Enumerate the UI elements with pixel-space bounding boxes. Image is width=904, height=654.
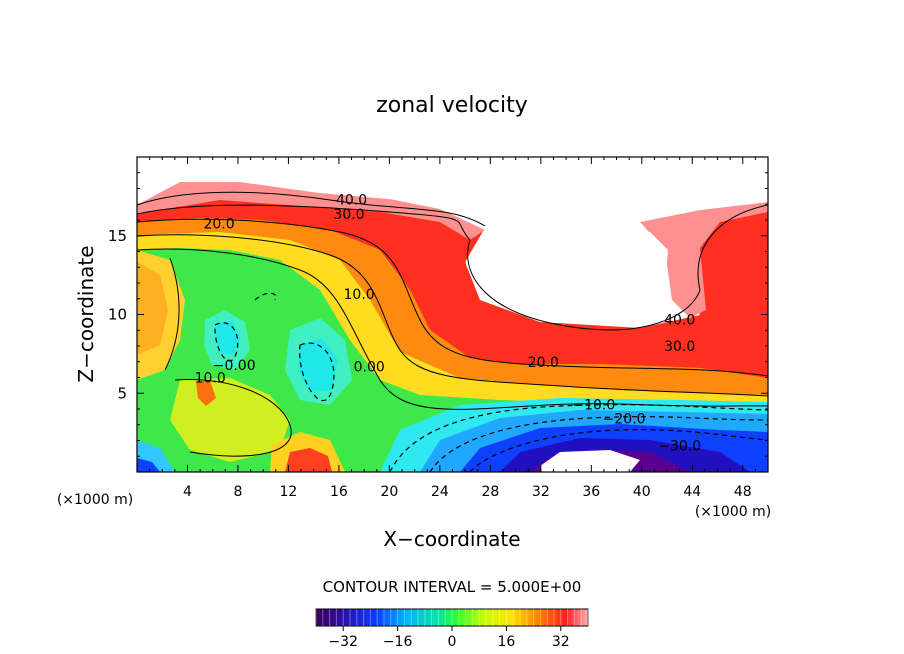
- jet-pink-edge: [137, 182, 488, 240]
- colorbar-tick-label: −16: [383, 634, 413, 650]
- contour-labels: 40.030.020.010.00.00−0.0010.040.030.020.…: [195, 193, 702, 455]
- x-tick-label: 32: [532, 484, 550, 500]
- x-tick-label: 44: [683, 484, 701, 500]
- y-tick-label: 15: [108, 227, 127, 245]
- contour-label: 20.0: [203, 216, 234, 232]
- x-tick-label: 12: [280, 484, 298, 500]
- y-axis-label: Z−coordinate: [74, 245, 98, 382]
- contour-lines-positive: [137, 191, 768, 457]
- contour-label: 10.0: [195, 371, 226, 387]
- x-tick-label: 36: [582, 484, 600, 500]
- jet-red-band: [137, 183, 768, 378]
- cyan-blob-center-core: [298, 338, 338, 392]
- chart-title: zonal velocity: [376, 93, 528, 118]
- contour-label: −20.0: [603, 412, 646, 428]
- contour-label: −30.0: [658, 438, 701, 454]
- contour-label: −0.00: [213, 358, 256, 374]
- x-tick-label: 28: [481, 484, 499, 500]
- contour-label: 40.0: [664, 312, 695, 328]
- x-tick-label: 4: [183, 484, 192, 500]
- top-white-sky: [137, 157, 768, 230]
- x-tick-label: 24: [431, 484, 449, 500]
- y-tick-label: 5: [117, 384, 127, 402]
- bottom-red-core: [285, 448, 332, 472]
- x-unit-right: (×1000 m): [695, 504, 771, 520]
- colorbar-tick-label: 0: [448, 634, 457, 650]
- x-tick-label: 16: [330, 484, 348, 500]
- x-tick-label: 48: [734, 484, 752, 500]
- bottom-white-gap: [540, 450, 640, 472]
- y-axis-ticks: 5 10 15: [108, 172, 768, 457]
- colorbar-ticks: −32 −16 0 16 32: [328, 626, 570, 650]
- colorbar-tick-label: 32: [552, 634, 570, 650]
- contour-label: −10.0: [572, 397, 615, 413]
- colorbar-tick-label: −32: [328, 634, 358, 650]
- x-axis-ticks: 4 8 12 16 20 24 28 32 36 40 44 48: [149, 157, 756, 500]
- contour-label: 10.0: [344, 287, 375, 303]
- jet-pink-edge-right: [640, 202, 768, 318]
- colorbar: −32 −16 0 16 32: [315, 608, 589, 650]
- x-tick-label: 20: [380, 484, 398, 500]
- bottom-left-blue-core: [137, 458, 160, 472]
- contour-label: 30.0: [333, 207, 364, 223]
- x-tick-label: 8: [233, 484, 242, 500]
- colorbar-stripes: [315, 609, 589, 626]
- x-tick-label: 40: [633, 484, 651, 500]
- upper-white-gap: [470, 226, 668, 320]
- contour-label: 40.0: [336, 193, 367, 209]
- x-axis-label: X−coordinate: [383, 527, 520, 551]
- contour-label: 20.0: [528, 355, 559, 371]
- y-tick-label: 10: [108, 306, 127, 324]
- contour-label: 30.0: [664, 339, 695, 355]
- contour-lines-negative: [214, 292, 768, 472]
- colorbar-tick-label: 16: [497, 634, 515, 650]
- x-unit-left: (×1000 m): [57, 492, 133, 508]
- left-orange-core: [137, 262, 168, 355]
- contour-label: 0.00: [354, 360, 385, 376]
- jet-orange-inner: [137, 218, 768, 395]
- contour-interval-text: CONTOUR INTERVAL = 5.000E+00: [323, 578, 582, 596]
- small-orange-spot: [196, 380, 216, 406]
- velocity-field: [137, 157, 768, 472]
